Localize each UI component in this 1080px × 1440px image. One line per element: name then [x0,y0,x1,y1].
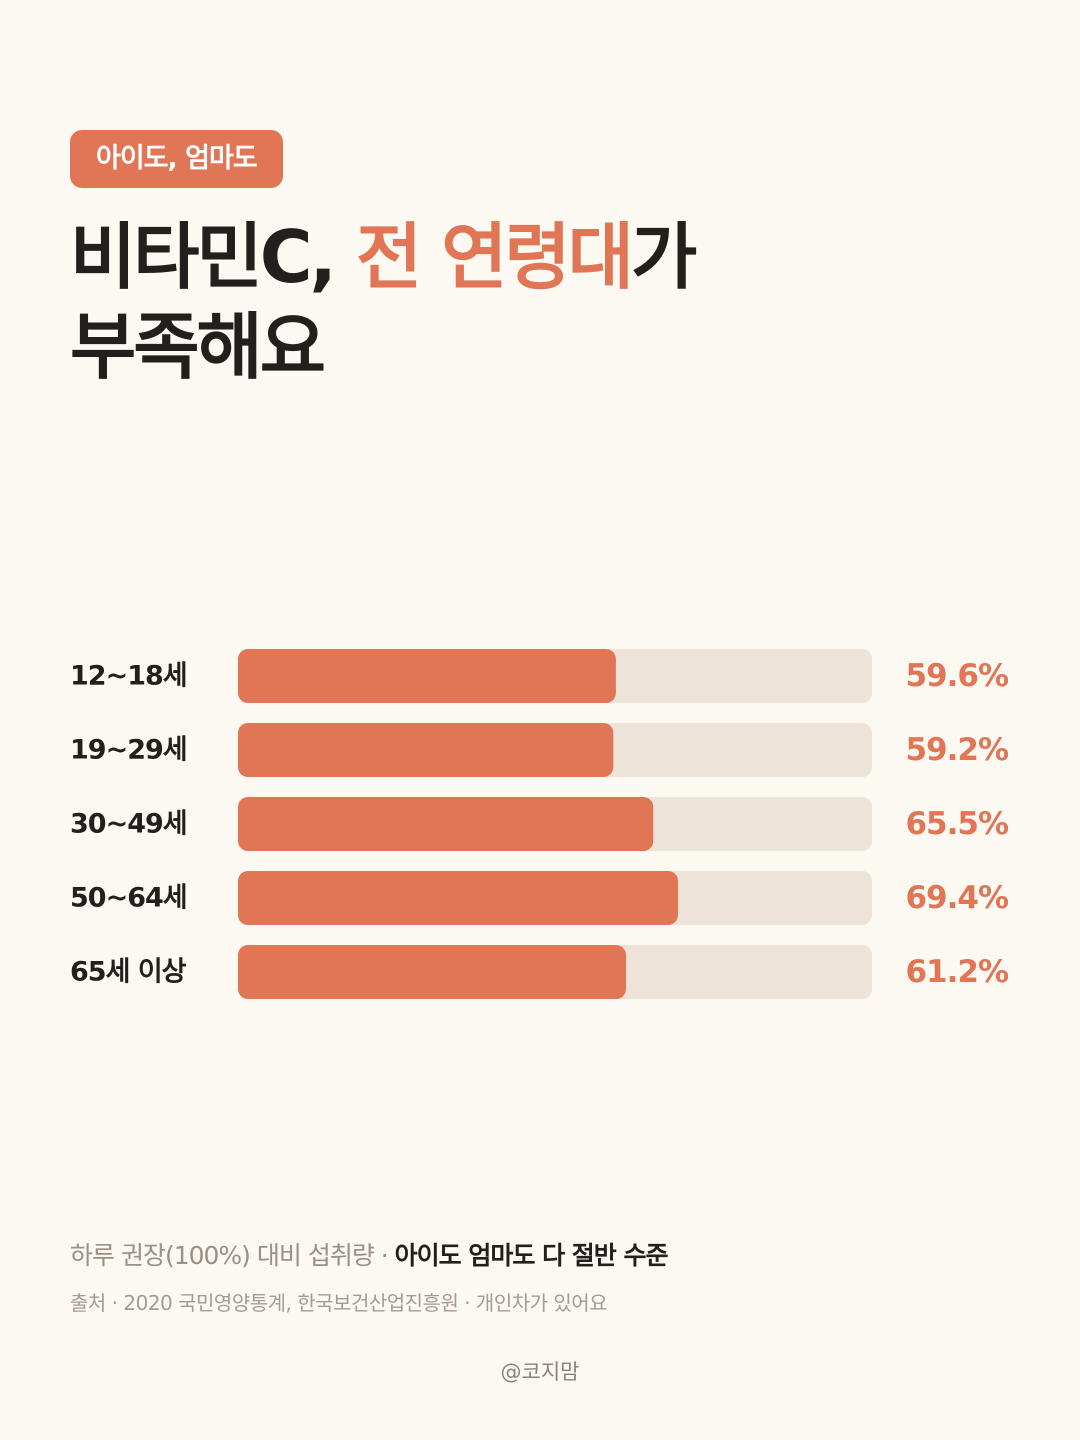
bar-value-label-4: 61.2% [905,954,1008,990]
source-text: 출처 · 2020 국민영양통계, 한국보건산업진흥원 · 개인차가 있어요 [70,1291,608,1315]
category-badge: 아이도, 엄마도 [70,130,283,188]
bar-2 [238,797,654,851]
bar-label-0: 12~18세 [70,661,187,692]
bar-label-4: 65세 이상 [70,957,187,988]
bar-label-3: 50~64세 [70,883,187,914]
page-title: 비타민C, 전 연령대가 부족해요 [70,212,697,392]
bar-4 [238,945,627,999]
title-line1-prefix: 비타민C, [70,215,356,299]
bar-value-label-2: 65.5% [905,806,1008,842]
chart-note-emphasis: 아이도 엄마도 다 절반 수준 [394,1241,669,1270]
title-highlight: 전 연령대 [355,215,634,299]
bar-0 [238,649,616,703]
bar-value-label-0: 59.6% [905,658,1008,694]
bar-value-label-1: 59.2% [905,732,1008,768]
bar-1 [238,723,614,777]
bar-label-2: 30~49세 [70,809,187,840]
chart-note: 하루 권장(100%) 대비 섭취량 · 아이도 엄마도 다 절반 수준 [70,1236,668,1272]
author-handle: @코지맘 [500,1360,580,1384]
bar-label-1: 19~29세 [70,735,187,766]
bar-value-label-3: 69.4% [905,880,1008,916]
title-line2: 부족해요 [70,305,326,389]
bar-3 [238,871,678,925]
chart-note-text: 하루 권장(100%) 대비 섭취량 · [70,1241,395,1270]
title-line1-suffix: 가 [631,215,697,299]
